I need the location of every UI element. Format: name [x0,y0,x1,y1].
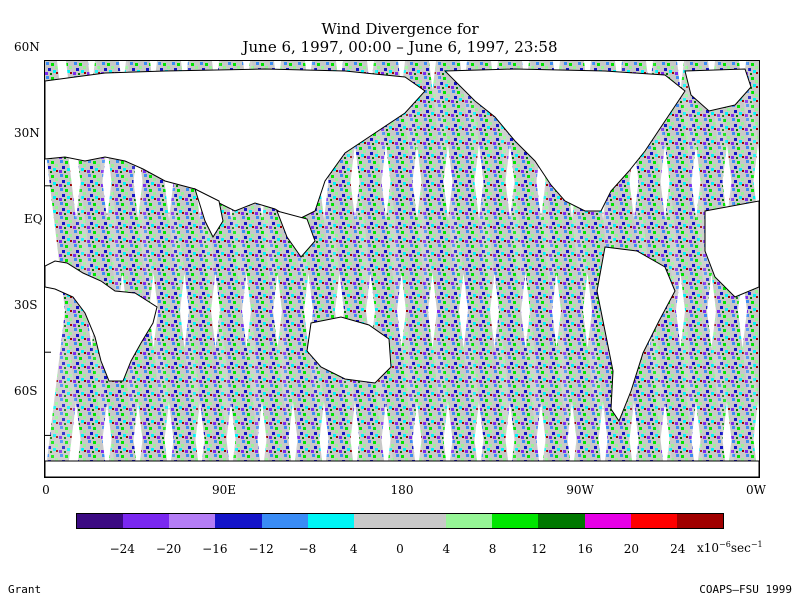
colorbar-swatch [307,514,354,528]
colorbar-swatch [123,514,170,528]
colorbar-swatch [538,514,585,528]
author-label: Grant [8,583,42,596]
colorbar-tick-label: −12 [248,542,274,556]
lon-label-90w: 90W [566,483,594,497]
colorbar-tick-label: −20 [155,542,182,556]
units-exponent: −6 [719,540,731,549]
south-america-landmass [596,246,676,423]
map-canvas [45,61,759,477]
colorbar-swatch [492,514,539,528]
colorbar-tick-label: 12 [531,542,547,556]
units-tail-exponent: −1 [750,540,763,549]
greenland-landmass [684,68,752,112]
colorbar-swatch [215,514,262,528]
map-title-line-1: Wind Divergence for [321,20,479,38]
colorbar-units: x10−6sec−1 [697,540,763,555]
india-landmass [194,188,224,239]
colorbar-swatch [353,514,400,528]
map-title-line-2: June 6, 1997, 00:00 – June 6, 1997, 23:5… [242,38,558,56]
colorbar-tick-label: −16 [202,542,228,556]
lat-label-eq: EQ [24,212,43,226]
colorbar-tick-label: 8 [488,542,497,556]
lat-label-60n: 60N [14,40,40,54]
units-base: x10 [697,541,720,555]
ascending-swath [748,61,759,153]
colorbar-tick-label: −24 [109,542,135,556]
lat-label-30s: 30S [14,298,38,312]
lon-label-90e: 90E [211,483,237,497]
credit-label: COAPS–FSU 1999 [699,583,792,596]
units-tail: sec [730,541,751,555]
colorbar-swatch [261,514,308,528]
colorbar-tick-label: 16 [577,542,593,556]
africa-east-landmass [704,200,759,298]
colorbar-tick-label: 4 [349,542,358,556]
colorbar-swatch [630,514,677,528]
north-america-landmass [443,68,686,212]
lon-label-180: 180 [390,483,414,497]
colorbar [76,513,724,529]
colorbar-swatch [446,514,493,528]
colorbar-swatch [584,514,631,528]
colorbar-swatch [399,514,447,528]
colorbar-swatch [77,514,124,528]
colorbar-tick-label: 0 [396,542,404,556]
colorbar-tick-label: 4 [442,542,451,556]
colorbar-swatch [676,514,723,528]
wind-divergence-map [44,60,760,478]
lat-label-30n: 30N [14,126,40,140]
southeast-asia-landmass [276,210,316,258]
colorbar-tick-label: 24 [670,542,686,556]
colorbar-swatch [169,514,216,528]
africa-landmass [45,260,158,382]
antarctica-landmass [45,460,759,477]
australia-landmass [306,316,392,384]
colorbar-tick-label: −8 [298,542,317,556]
lat-label-60s: 60S [14,384,38,398]
colorbar-tick-label: 20 [623,542,640,556]
lon-label-0: 0 [42,483,50,497]
lon-label-0w: 0W [746,483,766,497]
